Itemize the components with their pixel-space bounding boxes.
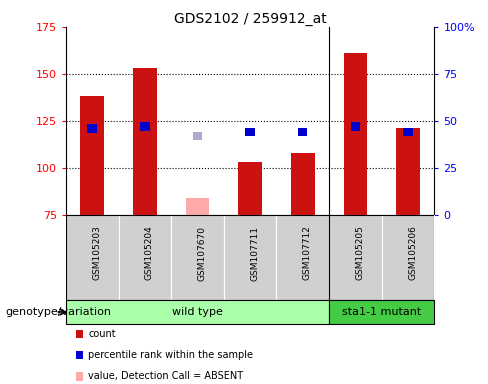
Bar bbox=[81, 96, 104, 215]
Bar bbox=[329, 215, 382, 300]
Bar bbox=[382, 215, 434, 300]
Text: GSM105206: GSM105206 bbox=[408, 226, 417, 280]
Text: GSM105203: GSM105203 bbox=[92, 226, 101, 280]
Text: wild type: wild type bbox=[172, 307, 223, 317]
Text: GSM105205: GSM105205 bbox=[355, 226, 365, 280]
Bar bbox=[133, 68, 157, 215]
Bar bbox=[329, 300, 434, 324]
Bar bbox=[403, 128, 413, 136]
Text: genotype/variation: genotype/variation bbox=[5, 307, 111, 317]
Bar bbox=[298, 128, 307, 136]
Text: GSM105204: GSM105204 bbox=[145, 226, 154, 280]
Text: sta1-1 mutant: sta1-1 mutant bbox=[342, 307, 421, 317]
Bar bbox=[66, 215, 119, 300]
Text: value, Detection Call = ABSENT: value, Detection Call = ABSENT bbox=[88, 371, 243, 381]
Bar bbox=[224, 215, 276, 300]
Bar bbox=[351, 122, 360, 131]
Bar bbox=[396, 129, 420, 215]
Bar bbox=[140, 122, 149, 131]
Bar bbox=[193, 132, 202, 140]
Bar bbox=[291, 153, 315, 215]
Bar bbox=[66, 300, 329, 324]
Bar bbox=[238, 162, 262, 215]
Text: GSM107711: GSM107711 bbox=[250, 225, 259, 281]
Bar bbox=[276, 215, 329, 300]
Text: percentile rank within the sample: percentile rank within the sample bbox=[88, 350, 253, 360]
Bar bbox=[344, 53, 367, 215]
Bar bbox=[185, 198, 209, 215]
Bar bbox=[171, 215, 224, 300]
Title: GDS2102 / 259912_at: GDS2102 / 259912_at bbox=[174, 12, 326, 26]
Text: GSM107712: GSM107712 bbox=[303, 226, 312, 280]
Text: GSM107670: GSM107670 bbox=[198, 225, 206, 281]
Bar bbox=[119, 215, 171, 300]
Bar bbox=[87, 124, 97, 133]
Text: count: count bbox=[88, 329, 116, 339]
Bar bbox=[245, 128, 255, 136]
